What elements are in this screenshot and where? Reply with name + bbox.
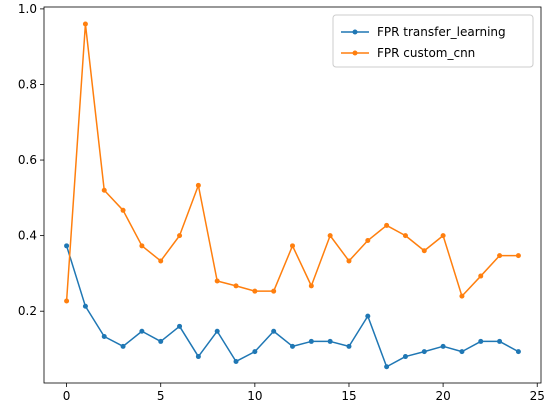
series-0-point — [290, 343, 295, 349]
series-1-point — [252, 288, 258, 294]
series-0-point — [346, 343, 352, 349]
series-0-point — [459, 349, 465, 355]
x-tick-label: 10 — [247, 389, 262, 403]
series-layer — [64, 21, 521, 370]
series-1-point — [497, 253, 503, 259]
series-0-point — [177, 323, 183, 329]
series-0-point — [497, 338, 503, 344]
legend-swatch-marker — [352, 50, 358, 56]
x-tick-label: 20 — [435, 389, 450, 403]
series-0-point — [82, 303, 88, 309]
series-0-point — [214, 328, 220, 334]
series-1-point — [515, 253, 521, 259]
series-0-point — [421, 349, 427, 355]
series-0-point — [478, 338, 484, 344]
series-1-point — [120, 207, 126, 213]
y-tick-label: 0.2 — [18, 304, 37, 318]
series-1-point — [271, 288, 277, 294]
series-0-point — [365, 313, 371, 319]
axes-layer: 0 5 10 15 20 25 0.2 0.4 0.6 0.8 1.0 — [18, 2, 545, 403]
series-0-point — [64, 243, 70, 249]
series-0-point — [384, 364, 390, 370]
series-1-point — [478, 273, 484, 279]
series-0-point — [233, 358, 239, 364]
series-0-point — [271, 328, 277, 334]
series-1-point — [327, 233, 333, 239]
y-tick-label: 0.4 — [18, 229, 37, 243]
x-tick-label: 15 — [341, 389, 356, 403]
x-tick-label: 25 — [530, 389, 545, 403]
series-0-point — [327, 338, 333, 344]
y-tick-label: 0.8 — [18, 77, 37, 91]
legend: FPR transfer_learning FPR custom_cnn — [332, 14, 534, 68]
x-tick-label: 0 — [63, 389, 71, 403]
series-0-point — [252, 349, 258, 355]
series-0-point — [101, 334, 107, 340]
legend-label: FPR transfer_learning — [377, 25, 506, 39]
series-0-point — [440, 343, 446, 349]
series-1-point — [290, 243, 295, 249]
series-0-point — [120, 343, 126, 349]
series-1-point — [459, 293, 465, 299]
series-1-point — [177, 233, 183, 239]
series-0-point — [139, 328, 145, 334]
y-tick-label: 0.6 — [18, 153, 37, 167]
series-1-point — [308, 283, 314, 289]
series-1-point — [195, 182, 201, 188]
legend-swatch-marker — [352, 29, 358, 35]
x-tick-label: 5 — [157, 389, 165, 403]
series-1-point — [346, 258, 352, 264]
series-1-point — [214, 278, 220, 284]
series-1-point — [233, 283, 239, 289]
y-tick-label: 1.0 — [18, 2, 37, 16]
series-1-point — [384, 222, 390, 228]
series-1-point — [101, 187, 107, 193]
legend-box — [332, 14, 534, 68]
series-1-point — [402, 233, 408, 239]
series-1-point — [365, 238, 371, 244]
series-1-point — [82, 21, 88, 27]
series-1-point — [64, 298, 70, 304]
series-0-point — [195, 354, 201, 360]
legend-label: FPR custom_cnn — [377, 46, 475, 60]
series-0-point — [402, 354, 408, 360]
series-1-point — [158, 258, 164, 264]
series-0-point — [515, 349, 521, 355]
axes-frame — [43, 6, 542, 384]
series-0-point — [308, 338, 314, 344]
series-0-point — [158, 338, 164, 344]
series-1-point — [440, 233, 446, 239]
plot-area — [44, 7, 541, 383]
series-1-point — [139, 243, 145, 249]
series-1-point — [421, 248, 427, 254]
